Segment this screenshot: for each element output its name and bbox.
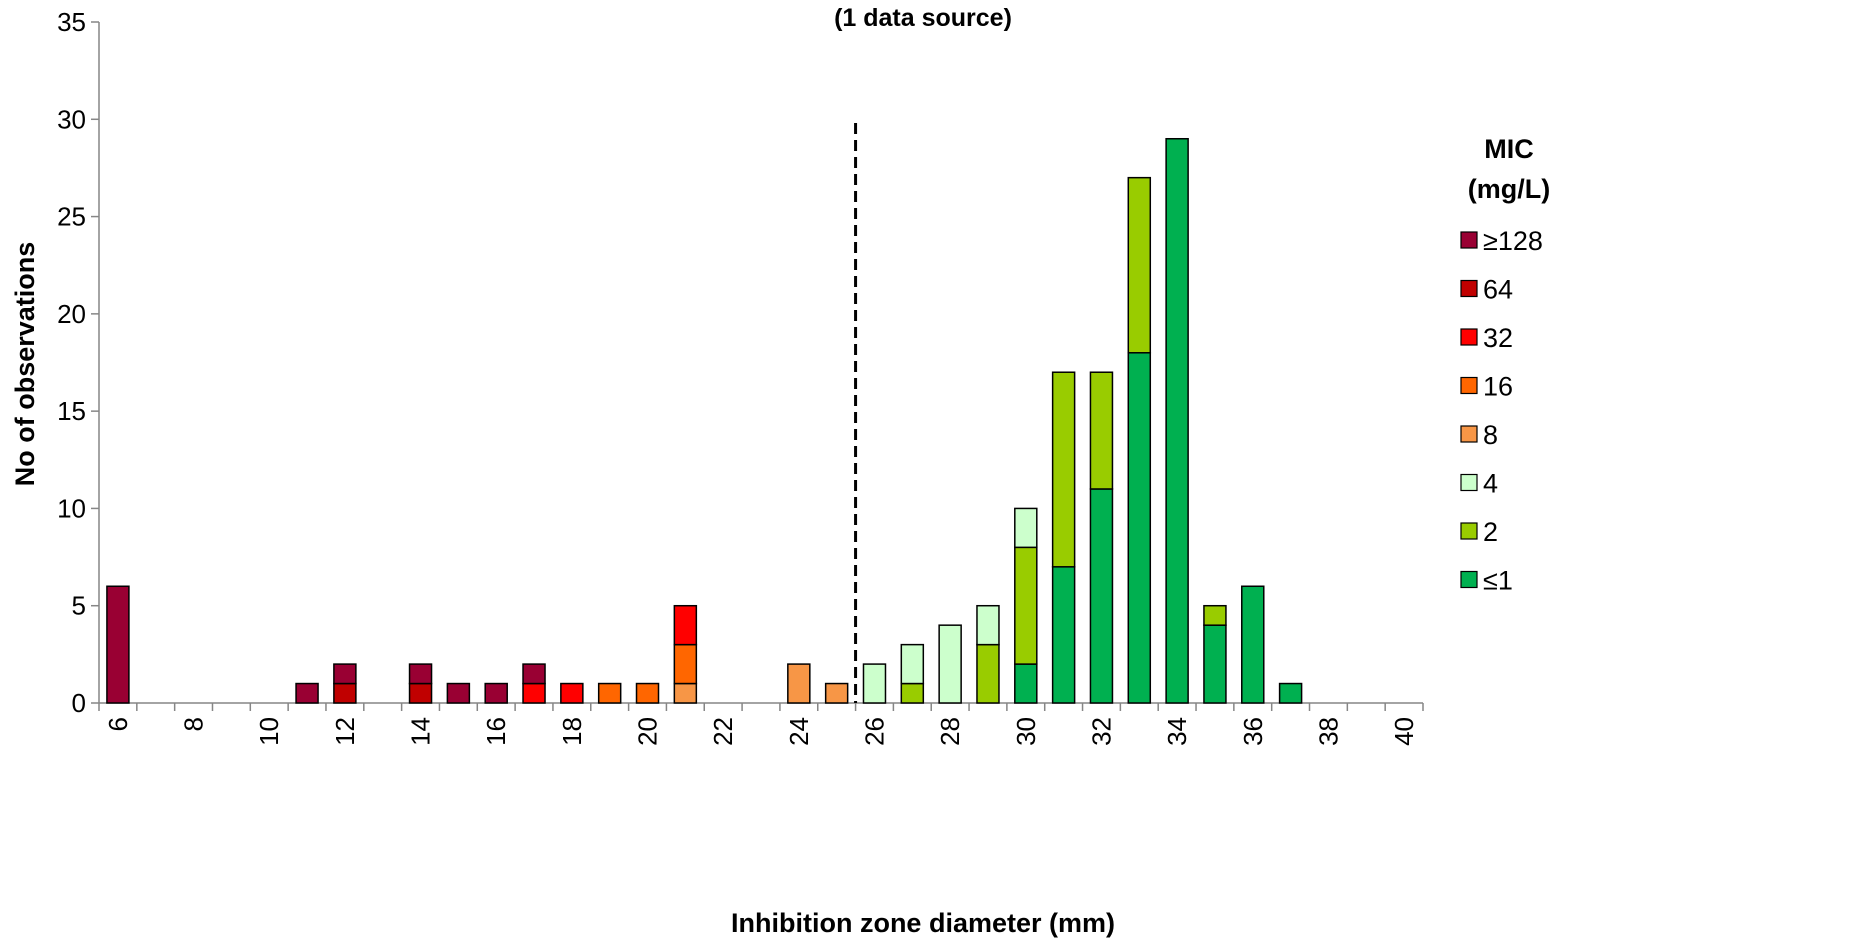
bar-segment [900,682,925,704]
bar-segment [900,643,925,685]
x-tick-label: 24 [784,717,814,746]
bar-segment [673,682,698,704]
x-tick-label: 10 [254,717,284,746]
x-tick-label: 26 [859,717,889,746]
x-tick-label: 40 [1389,717,1419,746]
bar-segment [976,643,1000,704]
bar-segment [673,643,698,685]
bar-segment [408,682,433,704]
x-axis: 6 8 10 12 14 16 18 20 22 24 26 28 30 32 34 36 38 40 [98,702,1424,746]
legend-label: 16 [1483,372,1513,402]
chart-subtitle: (1 data source) [834,4,1012,32]
bar-segment [1089,488,1114,704]
bar-segment [1014,663,1038,704]
legend-title: MIC [1484,134,1534,164]
y-tick-label: 35 [57,7,86,37]
bar-segment [1127,176,1152,354]
bar-segment [446,682,471,704]
x-tick-label: 36 [1238,717,1268,746]
y-axis: 0 5 10 15 20 25 30 35 [57,7,100,718]
legend-label: 8 [1483,420,1498,450]
legend-swatch [1460,279,1478,298]
bar-segment [1203,604,1227,626]
y-tick-label: 20 [57,299,86,329]
y-axis-title: No of observations [10,242,40,487]
x-tick-label: 6 [103,717,133,731]
y-tick-label: 15 [57,396,86,426]
x-tick-label: 16 [481,717,511,746]
bar-segment [522,682,546,704]
x-tick-label: 12 [330,717,360,746]
legend-label: ≤1 [1483,566,1513,596]
x-tick-label: 14 [406,717,436,746]
bar-segment [938,624,962,704]
x-tick-label: 34 [1162,717,1192,746]
legend-swatch [1460,570,1478,589]
bar-segment [1165,137,1189,704]
legend-swatch [1460,522,1478,540]
bar-segment [976,604,1000,646]
y-tick-label: 10 [57,493,86,523]
bar-segment [1089,371,1114,490]
bar-segment [333,682,357,704]
bar-segment [1203,624,1227,704]
bar-segment [522,663,546,685]
legend-title: (mg/L) [1468,174,1550,204]
bar-segment [787,663,811,704]
bar-segment [1051,566,1076,704]
bar-segment [1014,507,1038,549]
bar-segment [635,682,660,704]
bar-segment [1051,371,1076,568]
x-tick-label: 18 [557,717,587,746]
y-tick-label: 5 [72,591,86,621]
bar-segment [1014,546,1038,665]
bar-segment [597,682,622,704]
bar-segment [862,663,887,704]
legend-swatch [1460,376,1478,395]
y-tick-label: 0 [72,688,86,718]
legend-swatch [1460,425,1478,443]
legend-label: 2 [1483,517,1498,547]
x-tick-label: 8 [179,717,209,731]
bar-segment [484,682,508,704]
bars [106,137,1303,704]
bar-segment [824,682,849,704]
bar-segment [106,585,130,704]
legend-label: 4 [1483,469,1498,499]
x-axis-title: Inhibition zone diameter (mm) [731,908,1115,938]
bar-segment [1127,352,1152,704]
bar-segment [673,604,698,646]
x-tick-label: 38 [1313,717,1343,746]
bar-segment [560,682,584,704]
bar-segment [295,682,319,704]
x-tick-label: 30 [1011,717,1041,746]
bar-segment [1241,585,1265,704]
x-tick-label: 22 [708,717,738,746]
legend-swatch [1460,328,1478,346]
bar-segment [1278,682,1303,704]
x-tick-label: 20 [633,717,663,746]
legend-label: ≥128 [1483,226,1543,256]
y-tick-label: 25 [57,202,86,232]
legend-label: 32 [1483,323,1513,353]
legend-swatch [1460,231,1478,249]
x-tick-label: 32 [1086,717,1116,746]
legend: MIC (mg/L) ≥128 64 32 16 8 4 2 ≤1 [1460,134,1550,596]
legend-swatch [1460,473,1478,492]
bar-segment [333,663,357,685]
y-tick-label: 30 [57,104,86,134]
bar-segment [408,663,433,685]
x-tick-label: 28 [935,717,965,746]
legend-label: 64 [1483,275,1513,305]
